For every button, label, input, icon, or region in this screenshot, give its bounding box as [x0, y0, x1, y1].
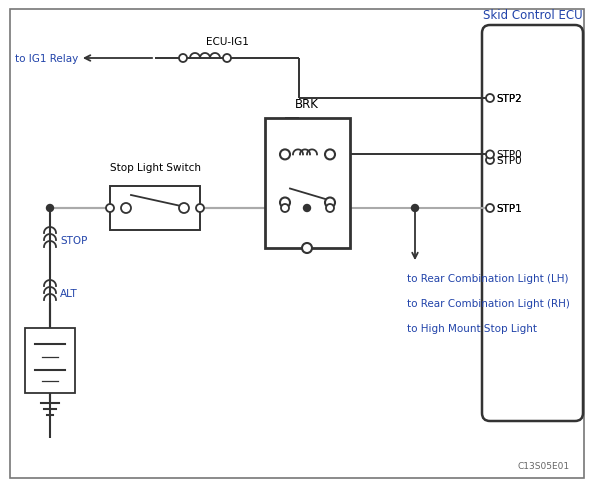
Text: STP1: STP1 [496, 203, 522, 214]
Circle shape [486, 151, 494, 159]
Circle shape [302, 244, 312, 253]
Text: STP0: STP0 [496, 150, 522, 160]
Text: STP0: STP0 [496, 156, 522, 165]
Circle shape [179, 203, 189, 214]
Circle shape [325, 198, 335, 208]
Text: Skid Control ECU: Skid Control ECU [483, 9, 582, 22]
Text: BRK: BRK [295, 98, 319, 111]
Text: STOP: STOP [60, 236, 87, 245]
Text: ECU-IG1: ECU-IG1 [206, 37, 248, 47]
Circle shape [325, 150, 335, 160]
Text: C13S05E01: C13S05E01 [518, 461, 570, 470]
Bar [110, 186, 200, 230]
Text: to IG1 Relay: to IG1 Relay [15, 54, 78, 64]
Text: to Rear Combination Light (LH): to Rear Combination Light (LH) [407, 273, 568, 284]
Circle shape [280, 198, 290, 208]
Circle shape [281, 204, 289, 213]
Circle shape [106, 204, 114, 213]
Circle shape [196, 204, 204, 213]
Circle shape [486, 157, 494, 164]
Circle shape [486, 95, 494, 103]
Circle shape [179, 55, 187, 63]
Text: STP1: STP1 [496, 203, 522, 214]
Bar [265, 119, 350, 248]
Text: STP2: STP2 [496, 94, 522, 104]
Circle shape [486, 204, 494, 213]
Text: to High Mount Stop Light: to High Mount Stop Light [407, 324, 537, 333]
Text: STP2: STP2 [496, 94, 522, 104]
Circle shape [121, 203, 131, 214]
FancyBboxPatch shape [482, 26, 583, 421]
Circle shape [280, 150, 290, 160]
Bar [25, 328, 75, 393]
Circle shape [304, 205, 311, 212]
Circle shape [412, 205, 419, 212]
Text: to Rear Combination Light (RH): to Rear Combination Light (RH) [407, 298, 570, 308]
Text: ALT: ALT [60, 288, 78, 298]
Circle shape [223, 55, 231, 63]
Circle shape [46, 205, 53, 212]
Circle shape [326, 204, 334, 213]
Text: Stop Light Switch: Stop Light Switch [109, 163, 201, 173]
